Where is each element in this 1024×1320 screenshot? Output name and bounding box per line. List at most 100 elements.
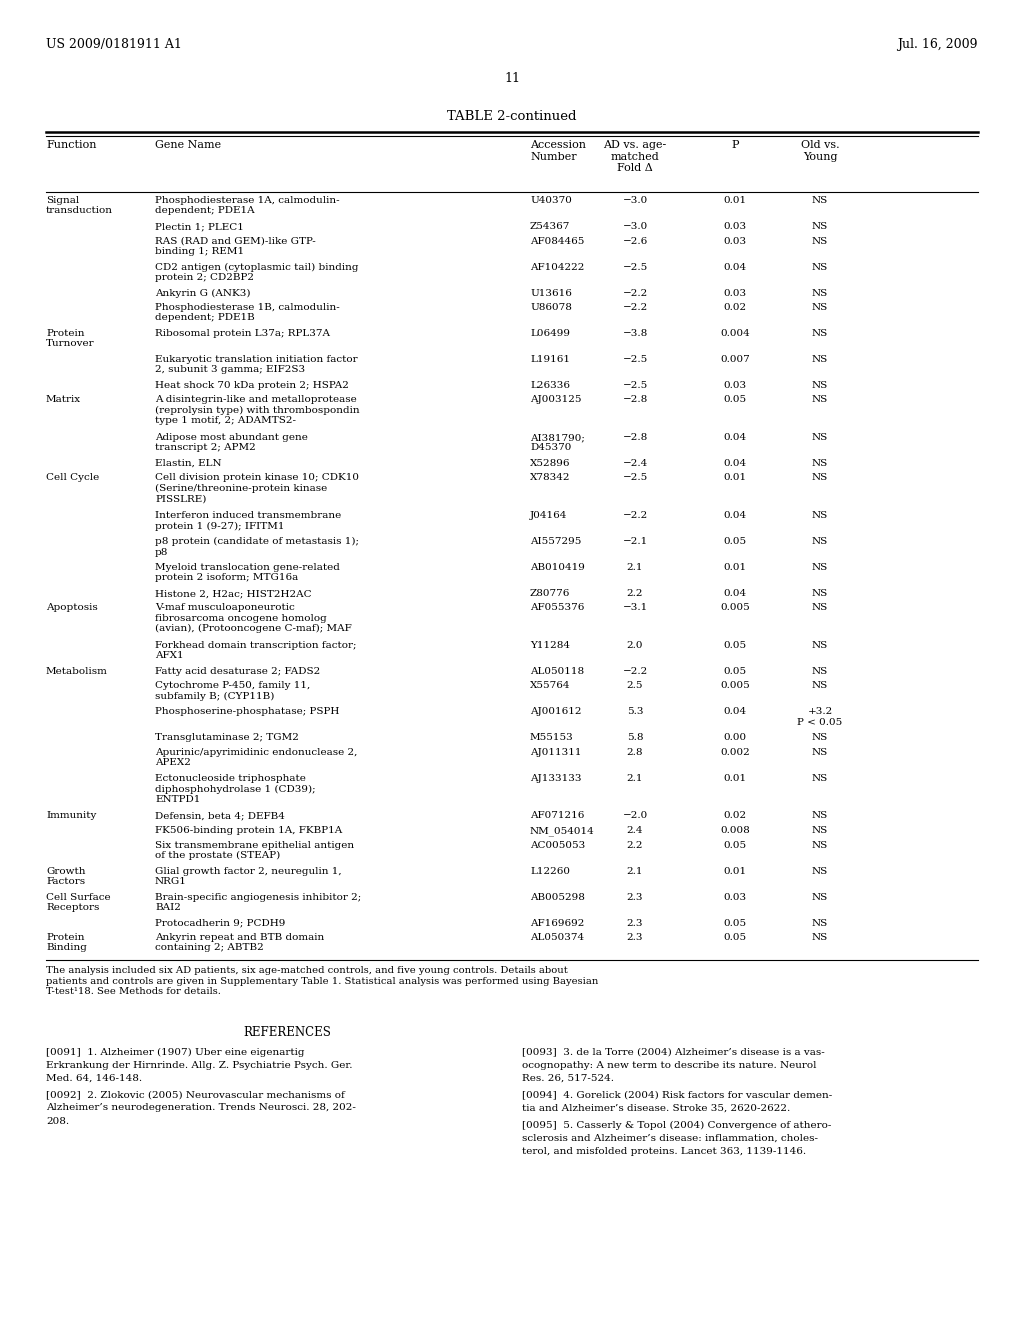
Text: NS: NS [812, 734, 828, 742]
Text: NS: NS [812, 433, 828, 442]
Text: NS: NS [812, 396, 828, 404]
Text: Myeloid translocation gene-related
protein 2 isoform; MTG16a: Myeloid translocation gene-related prote… [155, 564, 340, 582]
Text: 0.01: 0.01 [723, 564, 746, 572]
Text: FK506-binding protein 1A, FKBP1A: FK506-binding protein 1A, FKBP1A [155, 826, 342, 836]
Text: NS: NS [812, 642, 828, 649]
Text: 2.2: 2.2 [627, 589, 643, 598]
Text: 0.01: 0.01 [723, 474, 746, 483]
Text: U13616: U13616 [530, 289, 571, 297]
Text: NS: NS [812, 381, 828, 389]
Text: NS: NS [812, 304, 828, 312]
Text: Ribosomal protein L37a; RPL37A: Ribosomal protein L37a; RPL37A [155, 329, 330, 338]
Text: Y11284: Y11284 [530, 642, 570, 649]
Text: Fatty acid desaturase 2; FADS2: Fatty acid desaturase 2; FADS2 [155, 667, 321, 676]
Text: −2.0: −2.0 [623, 812, 647, 821]
Text: Glial growth factor 2, neuregulin 1,
NRG1: Glial growth factor 2, neuregulin 1, NRG… [155, 866, 342, 886]
Text: 0.01: 0.01 [723, 774, 746, 783]
Text: L26336: L26336 [530, 381, 570, 389]
Text: AJ011311: AJ011311 [530, 748, 582, 756]
Text: Res. 26, 517-524.: Res. 26, 517-524. [522, 1073, 614, 1082]
Text: −3.0: −3.0 [623, 195, 647, 205]
Text: NS: NS [812, 919, 828, 928]
Text: Signal
transduction: Signal transduction [46, 195, 113, 215]
Text: −2.6: −2.6 [623, 236, 647, 246]
Text: 0.05: 0.05 [723, 933, 746, 942]
Text: US 2009/0181911 A1: US 2009/0181911 A1 [46, 38, 182, 51]
Text: 0.04: 0.04 [723, 263, 746, 272]
Text: AJ003125: AJ003125 [530, 396, 582, 404]
Text: NM_054014: NM_054014 [530, 826, 595, 836]
Text: Matrix: Matrix [46, 396, 81, 404]
Text: 2.3: 2.3 [627, 933, 643, 942]
Text: NS: NS [812, 195, 828, 205]
Text: 2.4: 2.4 [627, 826, 643, 836]
Text: Accession
Number: Accession Number [530, 140, 586, 161]
Text: Old vs.
Young: Old vs. Young [801, 140, 840, 161]
Text: 0.008: 0.008 [720, 826, 750, 836]
Text: 2.0: 2.0 [627, 642, 643, 649]
Text: Transglutaminase 2; TGM2: Transglutaminase 2; TGM2 [155, 734, 299, 742]
Text: Phosphodiesterase 1A, calmodulin-
dependent; PDE1A: Phosphodiesterase 1A, calmodulin- depend… [155, 195, 340, 215]
Text: Jul. 16, 2009: Jul. 16, 2009 [897, 38, 978, 51]
Text: [0093]  3. de la Torre (2004) Alzheimer’s disease is a vas-: [0093] 3. de la Torre (2004) Alzheimer’s… [522, 1048, 824, 1056]
Text: NS: NS [812, 537, 828, 546]
Text: 0.03: 0.03 [723, 236, 746, 246]
Text: Apurinic/apyrimidinic endonuclease 2,
APEX2: Apurinic/apyrimidinic endonuclease 2, AP… [155, 748, 357, 767]
Text: CD2 antigen (cytoplasmic tail) binding
protein 2; CD2BP2: CD2 antigen (cytoplasmic tail) binding p… [155, 263, 358, 282]
Text: Gene Name: Gene Name [155, 140, 221, 150]
Text: NS: NS [812, 841, 828, 850]
Text: A disintegrin-like and metalloprotease
(reprolysin type) with thrombospondin
typ: A disintegrin-like and metalloprotease (… [155, 396, 359, 425]
Text: AL050374: AL050374 [530, 933, 584, 942]
Text: U40370: U40370 [530, 195, 571, 205]
Text: 0.05: 0.05 [723, 396, 746, 404]
Text: 0.01: 0.01 [723, 195, 746, 205]
Text: X78342: X78342 [530, 474, 570, 483]
Text: Eukaryotic translation initiation factor
2, subunit 3 gamma; EIF2S3: Eukaryotic translation initiation factor… [155, 355, 357, 375]
Text: 0.05: 0.05 [723, 537, 746, 546]
Text: NS: NS [812, 589, 828, 598]
Text: tia and Alzheimer’s disease. Stroke 35, 2620-2622.: tia and Alzheimer’s disease. Stroke 35, … [522, 1104, 791, 1113]
Text: p8 protein (candidate of metastasis 1);
p8: p8 protein (candidate of metastasis 1); … [155, 537, 359, 557]
Text: NS: NS [812, 289, 828, 297]
Text: T-test¹18. See Methods for details.: T-test¹18. See Methods for details. [46, 987, 221, 997]
Text: terol, and misfolded proteins. Lancet 363, 1139-1146.: terol, and misfolded proteins. Lancet 36… [522, 1147, 806, 1155]
Text: sclerosis and Alzheimer’s disease: inflammation, choles-: sclerosis and Alzheimer’s disease: infla… [522, 1134, 818, 1143]
Text: NS: NS [812, 603, 828, 612]
Text: X55764: X55764 [530, 681, 570, 690]
Text: AJ133133: AJ133133 [530, 774, 582, 783]
Text: 11: 11 [504, 73, 520, 84]
Text: L12260: L12260 [530, 866, 570, 875]
Text: NS: NS [812, 355, 828, 364]
Text: 0.005: 0.005 [720, 681, 750, 690]
Text: NS: NS [812, 933, 828, 942]
Text: Six transmembrane epithelial antigen
of the prostate (STEAP): Six transmembrane epithelial antigen of … [155, 841, 354, 861]
Text: Function: Function [46, 140, 96, 150]
Text: NS: NS [812, 748, 828, 756]
Text: −2.5: −2.5 [623, 474, 647, 483]
Text: 0.04: 0.04 [723, 433, 746, 442]
Text: 2.1: 2.1 [627, 866, 643, 875]
Text: 0.02: 0.02 [723, 812, 746, 821]
Text: 0.04: 0.04 [723, 589, 746, 598]
Text: 0.02: 0.02 [723, 304, 746, 312]
Text: Defensin, beta 4; DEFB4: Defensin, beta 4; DEFB4 [155, 812, 285, 821]
Text: 0.03: 0.03 [723, 222, 746, 231]
Text: 0.01: 0.01 [723, 866, 746, 875]
Text: NS: NS [812, 329, 828, 338]
Text: NS: NS [812, 263, 828, 272]
Text: AI557295: AI557295 [530, 537, 582, 546]
Text: Cell Cycle: Cell Cycle [46, 474, 99, 483]
Text: −2.5: −2.5 [623, 355, 647, 364]
Text: 0.05: 0.05 [723, 667, 746, 676]
Text: NS: NS [812, 812, 828, 821]
Text: AD vs. age-
matched
Fold Δ: AD vs. age- matched Fold Δ [603, 140, 667, 173]
Text: Apoptosis: Apoptosis [46, 603, 97, 612]
Text: −2.5: −2.5 [623, 381, 647, 389]
Text: Phosphodiesterase 1B, calmodulin-
dependent; PDE1B: Phosphodiesterase 1B, calmodulin- depend… [155, 304, 340, 322]
Text: 0.04: 0.04 [723, 459, 746, 469]
Text: AF055376: AF055376 [530, 603, 585, 612]
Text: Protein
Binding: Protein Binding [46, 933, 87, 953]
Text: Adipose most abundant gene
transcript 2; APM2: Adipose most abundant gene transcript 2;… [155, 433, 308, 453]
Text: [0095]  5. Casserly & Topol (2004) Convergence of athero-: [0095] 5. Casserly & Topol (2004) Conver… [522, 1121, 831, 1130]
Text: P: P [731, 140, 738, 150]
